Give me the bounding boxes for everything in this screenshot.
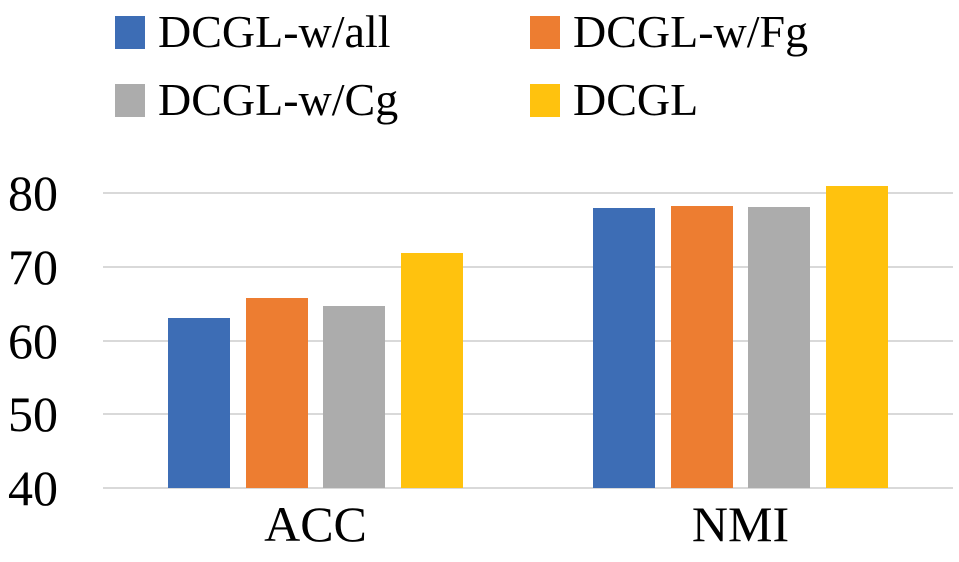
bar-nmi-dcgl-w-cg: [748, 207, 811, 488]
legend-item-dcgl-w-fg: DCGL-w/Fg: [530, 6, 808, 58]
legend-swatch-icon: [530, 15, 560, 49]
legend-label: DCGL-w/all: [158, 5, 391, 57]
bar-acc-dcgl-w-fg: [245, 298, 308, 488]
y-axis-tick-label: 70: [8, 238, 58, 295]
legend-item-dcgl: DCGL: [530, 74, 698, 126]
plot-area: [103, 160, 953, 489]
bar-nmi-dcgl: [825, 186, 888, 488]
bar-nmi-dcgl-w-fg: [670, 206, 733, 488]
bar-nmi-dcgl-w-all: [593, 207, 656, 488]
x-axis-category-label: ACC: [264, 496, 367, 552]
y-axis-tick-label: 40: [8, 460, 58, 516]
y-axis-tick-label: 60: [8, 312, 58, 369]
legend-item-dcgl-w-all: DCGL-w/all: [115, 6, 391, 58]
x-axis-category-label: NMI: [691, 496, 790, 552]
legend-swatch-icon: [115, 15, 145, 49]
legend-label: DCGL-w/Fg: [573, 5, 809, 57]
legend-swatch-icon: [530, 83, 560, 117]
gridline: [103, 487, 953, 489]
gridline: [103, 413, 953, 416]
bar-acc-dcgl: [400, 252, 463, 488]
legend-label: DCGL-w/Cg: [158, 73, 399, 125]
legend-label: DCGL: [573, 73, 699, 125]
bar-acc-dcgl-w-all: [168, 318, 231, 488]
bar-acc-dcgl-w-cg: [323, 305, 386, 488]
legend-item-dcgl-w-cg: DCGL-w/Cg: [115, 74, 398, 126]
gridline: [103, 265, 953, 268]
legend-swatch-icon: [115, 83, 145, 117]
gridline: [103, 339, 953, 342]
y-axis-tick-label: 50: [8, 386, 58, 443]
gridline: [103, 192, 953, 194]
y-axis-tick-label: 80: [8, 165, 58, 221]
